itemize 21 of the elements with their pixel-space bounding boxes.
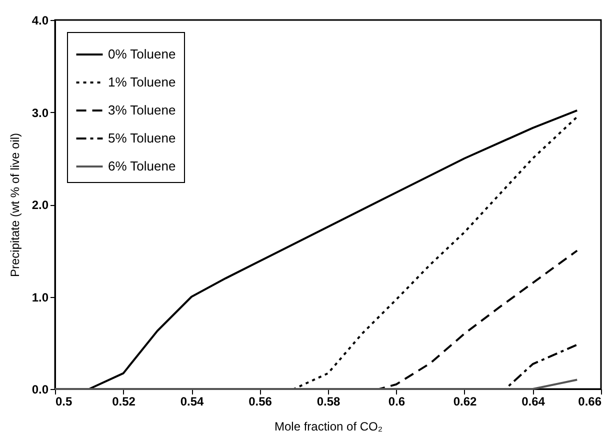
legend-label: 3% Toluene — [108, 102, 176, 118]
x-tick-label: 0.62 — [453, 394, 477, 408]
y-axis-title: Precipitate (wt % of live oil) — [8, 132, 22, 278]
y-tick-label: 0.0 — [32, 382, 49, 396]
x-tick-label: 0.52 — [112, 394, 136, 408]
x-tick-label: 0.54 — [180, 394, 204, 408]
legend-label: 5% Toluene — [108, 130, 176, 146]
x-tick-label: 0.56 — [248, 394, 272, 408]
legend-label: 0% Toluene — [108, 46, 176, 62]
legend-label: 6% Toluene — [108, 158, 176, 174]
x-axis-title: Mole fraction of CO₂ — [274, 420, 383, 434]
y-tick-label: 2.0 — [32, 198, 49, 212]
x-tick-label: 0.6 — [388, 394, 406, 408]
x-tick-label: 0.64 — [522, 394, 546, 408]
y-tick-label: 3.0 — [32, 106, 49, 120]
y-tick-label: 1.0 — [32, 290, 49, 304]
legend-label: 1% Toluene — [108, 74, 176, 90]
x-tick-label: 0.66 — [578, 394, 602, 408]
x-tick-label: 0.5 — [56, 394, 73, 408]
x-tick-label: 0.58 — [316, 394, 340, 408]
y-tick-label: 4.0 — [32, 14, 49, 28]
